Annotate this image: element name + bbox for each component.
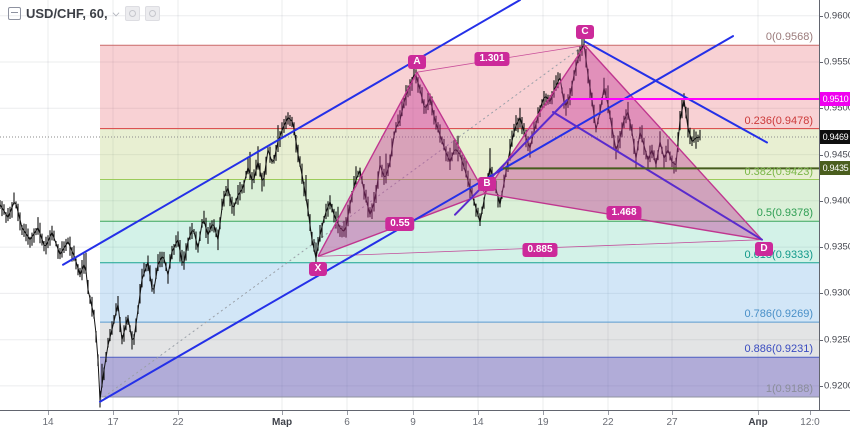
x-tickmark (758, 411, 759, 415)
pattern-point-badge-D[interactable]: D (755, 242, 773, 256)
y-tickmark (820, 247, 823, 248)
x-tick-label: Апр (748, 417, 768, 428)
x-tick-label: 14 (42, 417, 54, 428)
fib-band (100, 357, 819, 397)
pattern-ratio-badge[interactable]: 0.885 (522, 243, 558, 257)
xabcd-pattern-edge[interactable] (584, 44, 763, 241)
x-tick-label: 9 (410, 417, 416, 428)
fib-level-label[interactable]: 0.5(0.9378) (756, 207, 813, 219)
pattern-point-badge-X[interactable]: X (309, 262, 327, 276)
x-tickmark (608, 411, 609, 415)
pattern-ratio-badge[interactable]: 1.301 (474, 52, 510, 66)
fib-level-label[interactable]: 0(0.9568) (765, 31, 813, 43)
x-tickmark (672, 411, 673, 415)
x-tick-label: 17 (107, 417, 119, 428)
x-tickmark (113, 411, 114, 415)
price-badge: 0.9435 (820, 161, 850, 175)
fib-level-label[interactable]: 0.382(0.9423) (744, 166, 814, 178)
price-badge: 0.9469 (820, 130, 850, 144)
xabcd-pattern-fill[interactable] (318, 72, 485, 257)
x-tick-label: 12:0 (800, 417, 820, 428)
y-tickmark (820, 293, 823, 294)
price-badge: 0.9510 (820, 92, 850, 106)
x-tickmark (810, 411, 811, 415)
xabcd-pattern-edge[interactable] (317, 71, 418, 257)
symbol-legend: USD/CHF, 60, (8, 6, 160, 21)
legend-toggle-icon[interactable] (124, 6, 140, 21)
fib-band (100, 45, 819, 129)
x-tick-label: 22 (602, 417, 614, 428)
trend-line[interactable] (552, 111, 763, 241)
y-tickmark (820, 16, 823, 17)
x-tickmark (413, 411, 414, 415)
pattern-point-badge-A[interactable]: A (408, 55, 426, 69)
y-tickmark (820, 386, 823, 387)
y-tickmark (820, 108, 823, 109)
x-tickmark (347, 411, 348, 415)
x-tickmark (478, 411, 479, 415)
fib-band (100, 322, 819, 358)
fib-level-label[interactable]: 0.236(0.9478) (744, 115, 814, 127)
x-tick-label: 6 (344, 417, 350, 428)
y-tickmark (820, 201, 823, 202)
y-tickmark (820, 155, 823, 156)
pattern-point-badge-B[interactable]: B (478, 177, 496, 191)
x-tick-label: Мар (271, 417, 293, 428)
chevron-down-icon[interactable] (113, 8, 120, 15)
y-tickmark (820, 340, 823, 341)
fib-level-label[interactable]: 1(0.9188) (765, 383, 813, 395)
trend-line[interactable] (584, 40, 768, 144)
trend-line[interactable] (62, 0, 521, 266)
legend-settings-icon[interactable] (144, 6, 160, 21)
y-tickmark (820, 62, 823, 63)
fib-level-label[interactable]: 0.786(0.9269) (744, 308, 814, 320)
x-tick-label: 14 (472, 417, 484, 428)
pattern-ratio-badge[interactable]: 0.55 (385, 217, 415, 231)
xabcd-pattern-edge[interactable] (416, 71, 486, 194)
symbol-title[interactable]: USD/CHF, 60, (26, 6, 108, 21)
x-tick-label: 22 (172, 417, 184, 428)
x-tickmark (543, 411, 544, 415)
trend-line[interactable] (454, 99, 568, 216)
xabcd-pattern-fill[interactable] (485, 45, 762, 240)
collapse-legend-icon[interactable] (8, 7, 21, 20)
x-tickmark (282, 411, 283, 415)
x-tickmark (178, 411, 179, 415)
pattern-point-badge-C[interactable]: C (576, 25, 594, 39)
x-tickmark (48, 411, 49, 415)
fib-level-label[interactable]: 0.886(0.9231) (744, 343, 814, 355)
time-axis[interactable]: 14 17 22 Мар 6 9 14 19 22 27 Апр 12:0 (0, 410, 850, 436)
x-tick-label: 19 (537, 417, 549, 428)
pattern-ratio-badge[interactable]: 1.468 (606, 206, 642, 220)
fib-band (100, 262, 819, 322)
x-tick-label: 27 (666, 417, 678, 428)
trend-line[interactable] (99, 35, 734, 403)
